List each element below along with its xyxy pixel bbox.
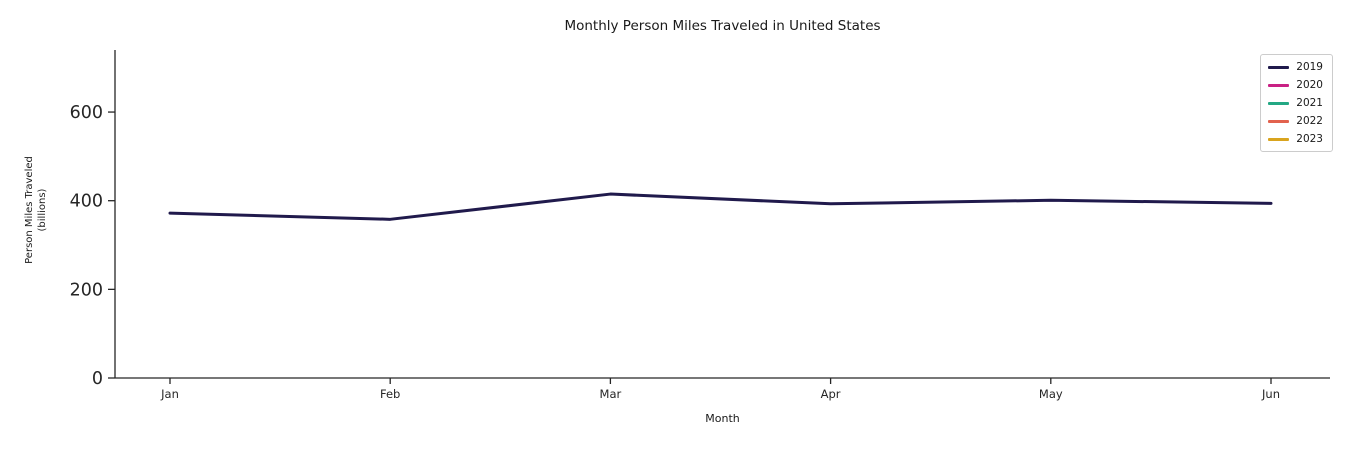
legend-box: 2019 2020 2021 2022 2023 [1260, 54, 1333, 152]
x-tick-label: Feb [380, 387, 400, 401]
legend-swatch-2021 [1268, 101, 1290, 105]
x-tick-label: Jun [1261, 387, 1280, 401]
legend-label-2019: 2019 [1296, 61, 1323, 73]
legend-swatch-2022 [1268, 119, 1290, 123]
y-tick-label: 400 [70, 192, 103, 212]
x-tick-label: Mar [600, 387, 622, 401]
legend-swatch-2020 [1268, 83, 1290, 87]
legend-item-2022: 2022 [1268, 114, 1323, 128]
y-tick-label: 200 [70, 280, 103, 300]
legend-item-2020: 2020 [1268, 78, 1323, 92]
y-tick-label: 600 [70, 103, 103, 123]
legend-item-2019: 2019 [1268, 60, 1323, 74]
x-axis-label: Month [705, 412, 740, 425]
x-tick-label: Jan [160, 387, 179, 401]
legend-label-2020: 2020 [1296, 79, 1323, 91]
legend-label-2023: 2023 [1296, 133, 1323, 145]
x-tick-label: May [1039, 387, 1063, 401]
legend-swatch-2023 [1268, 137, 1290, 141]
y-tick-label: 0 [92, 369, 103, 389]
series-line-2019 [168, 192, 1273, 221]
legend-swatch-2019 [1268, 65, 1290, 69]
chart-title: Monthly Person Miles Traveled in United … [564, 18, 881, 34]
x-tick-label: Apr [821, 387, 841, 401]
legend-item-2021: 2021 [1268, 96, 1323, 110]
legend-item-2023: 2023 [1268, 132, 1323, 146]
legend-label-2021: 2021 [1296, 97, 1323, 109]
legend-label-2022: 2022 [1296, 115, 1323, 127]
